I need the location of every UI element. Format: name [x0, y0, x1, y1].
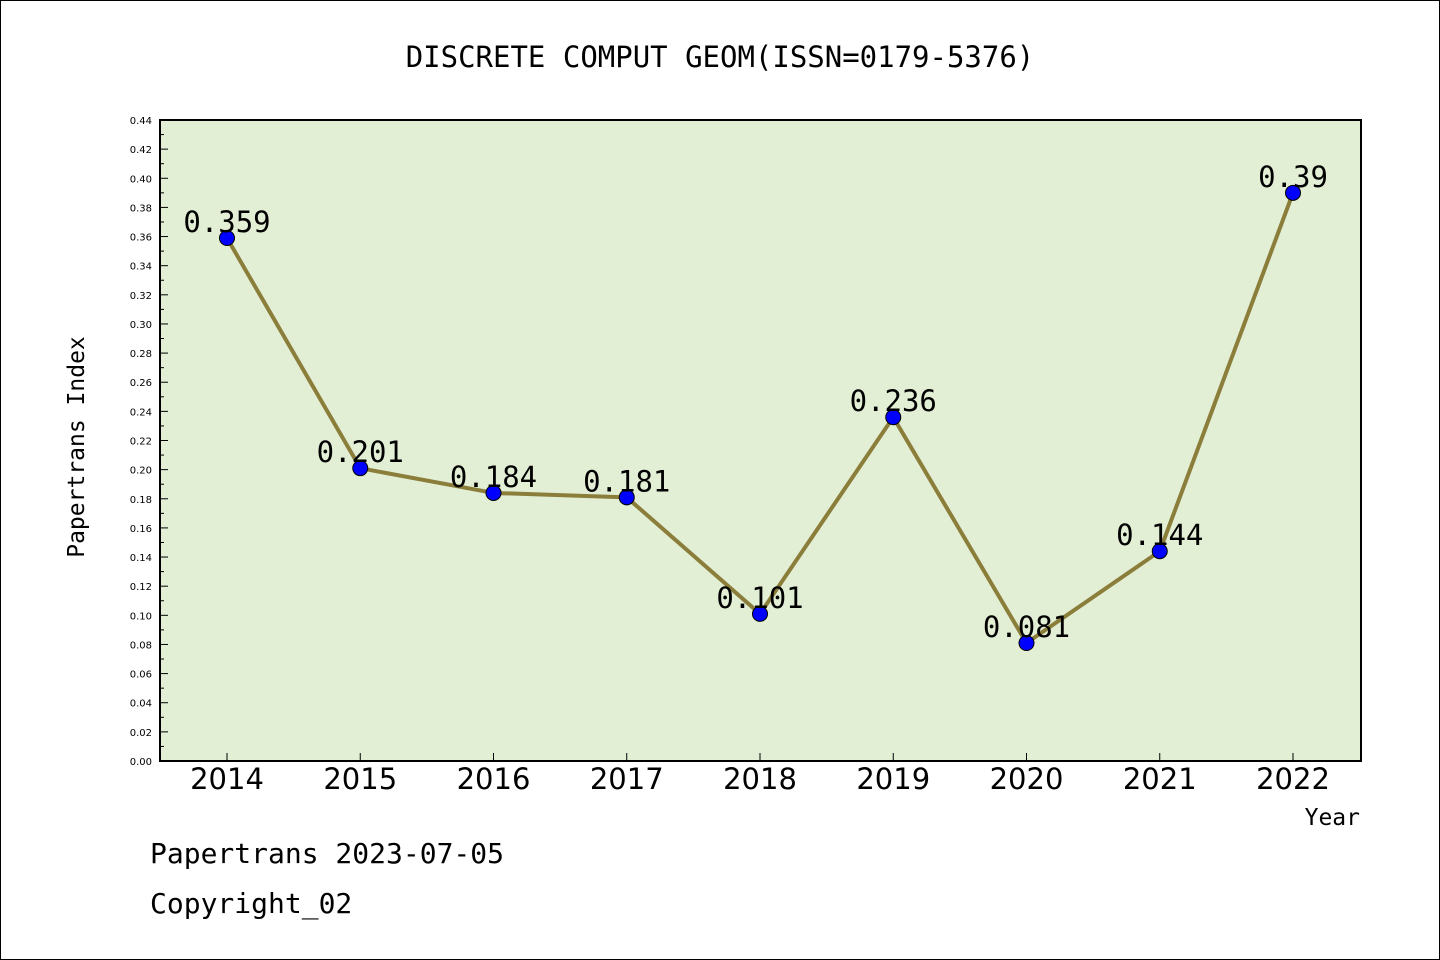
data-label: 0.144: [1116, 518, 1203, 552]
x-tick-label: 2021: [1123, 762, 1197, 796]
x-tick-label: 2020: [990, 762, 1064, 796]
y-tick-label: 0.28: [130, 349, 152, 360]
data-point: [1151, 543, 1168, 560]
y-tick-label: 0.14: [130, 553, 152, 564]
y-tick-label: 0.36: [130, 233, 152, 244]
y-tick-label: 0.10: [130, 611, 152, 622]
data-label: 0.184: [450, 460, 537, 494]
chart-title: DISCRETE COMPUT GEOM(ISSN=0179-5376): [406, 40, 1035, 74]
y-tick-label: 0.18: [130, 495, 152, 506]
data-point: [1018, 634, 1035, 651]
y-axis: 0.00 0.02 0.04 0.06 0.08 0.10 0.12 0.14 0.16 0.18…: [130, 116, 168, 768]
data-label: 0.181: [583, 464, 670, 498]
x-tick-label: 2016: [457, 762, 531, 796]
data-point: [618, 489, 635, 506]
plot-area: [159, 119, 1362, 762]
y-tick-label: 0.08: [130, 640, 152, 651]
data-labels-group: 0.359 0.201 0.184 0.181 0.101 0.236 0.081 0.144…: [183, 160, 1328, 644]
x-tick-label: 2018: [723, 762, 797, 796]
y-tick-label: 0.30: [130, 320, 152, 331]
data-label: 0.39: [1258, 160, 1328, 194]
y-tick-label: 0.12: [130, 582, 152, 593]
y-tick-label: 0.06: [130, 670, 152, 681]
data-label: 0.081: [983, 610, 1070, 644]
series-points-group: [219, 184, 1301, 651]
y-tick-label: 0.32: [130, 291, 152, 302]
data-label: 0.236: [850, 384, 937, 418]
y-tick-label: 0.20: [130, 466, 152, 477]
y-tick-label: 0.34: [130, 262, 152, 273]
data-label: 0.359: [183, 205, 270, 239]
footer-date: Papertrans 2023-07-05: [150, 837, 504, 870]
y-tick-label: 0.38: [130, 203, 152, 214]
footer-copyright: Copyright_02: [150, 887, 352, 921]
data-point: [752, 605, 768, 622]
y-tick-label: 0.04: [130, 699, 152, 710]
data-point: [219, 230, 235, 247]
y-tick-label: 0.40: [130, 174, 152, 185]
y-tick-label: 0.22: [130, 437, 152, 448]
data-point: [885, 409, 902, 426]
y-axis-label: Papertrans Index: [64, 336, 90, 558]
x-tick-label: 2019: [856, 762, 930, 796]
y-tick-label: 0.16: [130, 524, 152, 535]
x-axis-label: Year: [1305, 805, 1360, 831]
data-point: [1285, 184, 1301, 201]
y-tick-label: 0.02: [130, 728, 152, 739]
y-tick-label: 0.42: [130, 145, 152, 156]
data-label: 0.101: [716, 581, 803, 615]
y-tick-label: 0.24: [130, 407, 152, 418]
x-axis: 2014 2015 2016 2017 2018 2019 2020 2021 2022: [190, 753, 1330, 796]
x-tick-label: 2017: [590, 762, 664, 796]
data-point: [485, 484, 502, 501]
y-tick-label: 0.00: [130, 757, 152, 768]
data-label: 0.201: [317, 435, 404, 469]
x-tick-label: 2022: [1256, 762, 1330, 796]
y-tick-label: 0.26: [130, 378, 152, 389]
data-point: [352, 460, 369, 477]
x-tick-label: 2014: [190, 762, 264, 796]
y-tick-label: 0.44: [130, 116, 152, 127]
x-tick-label: 2015: [323, 762, 397, 796]
